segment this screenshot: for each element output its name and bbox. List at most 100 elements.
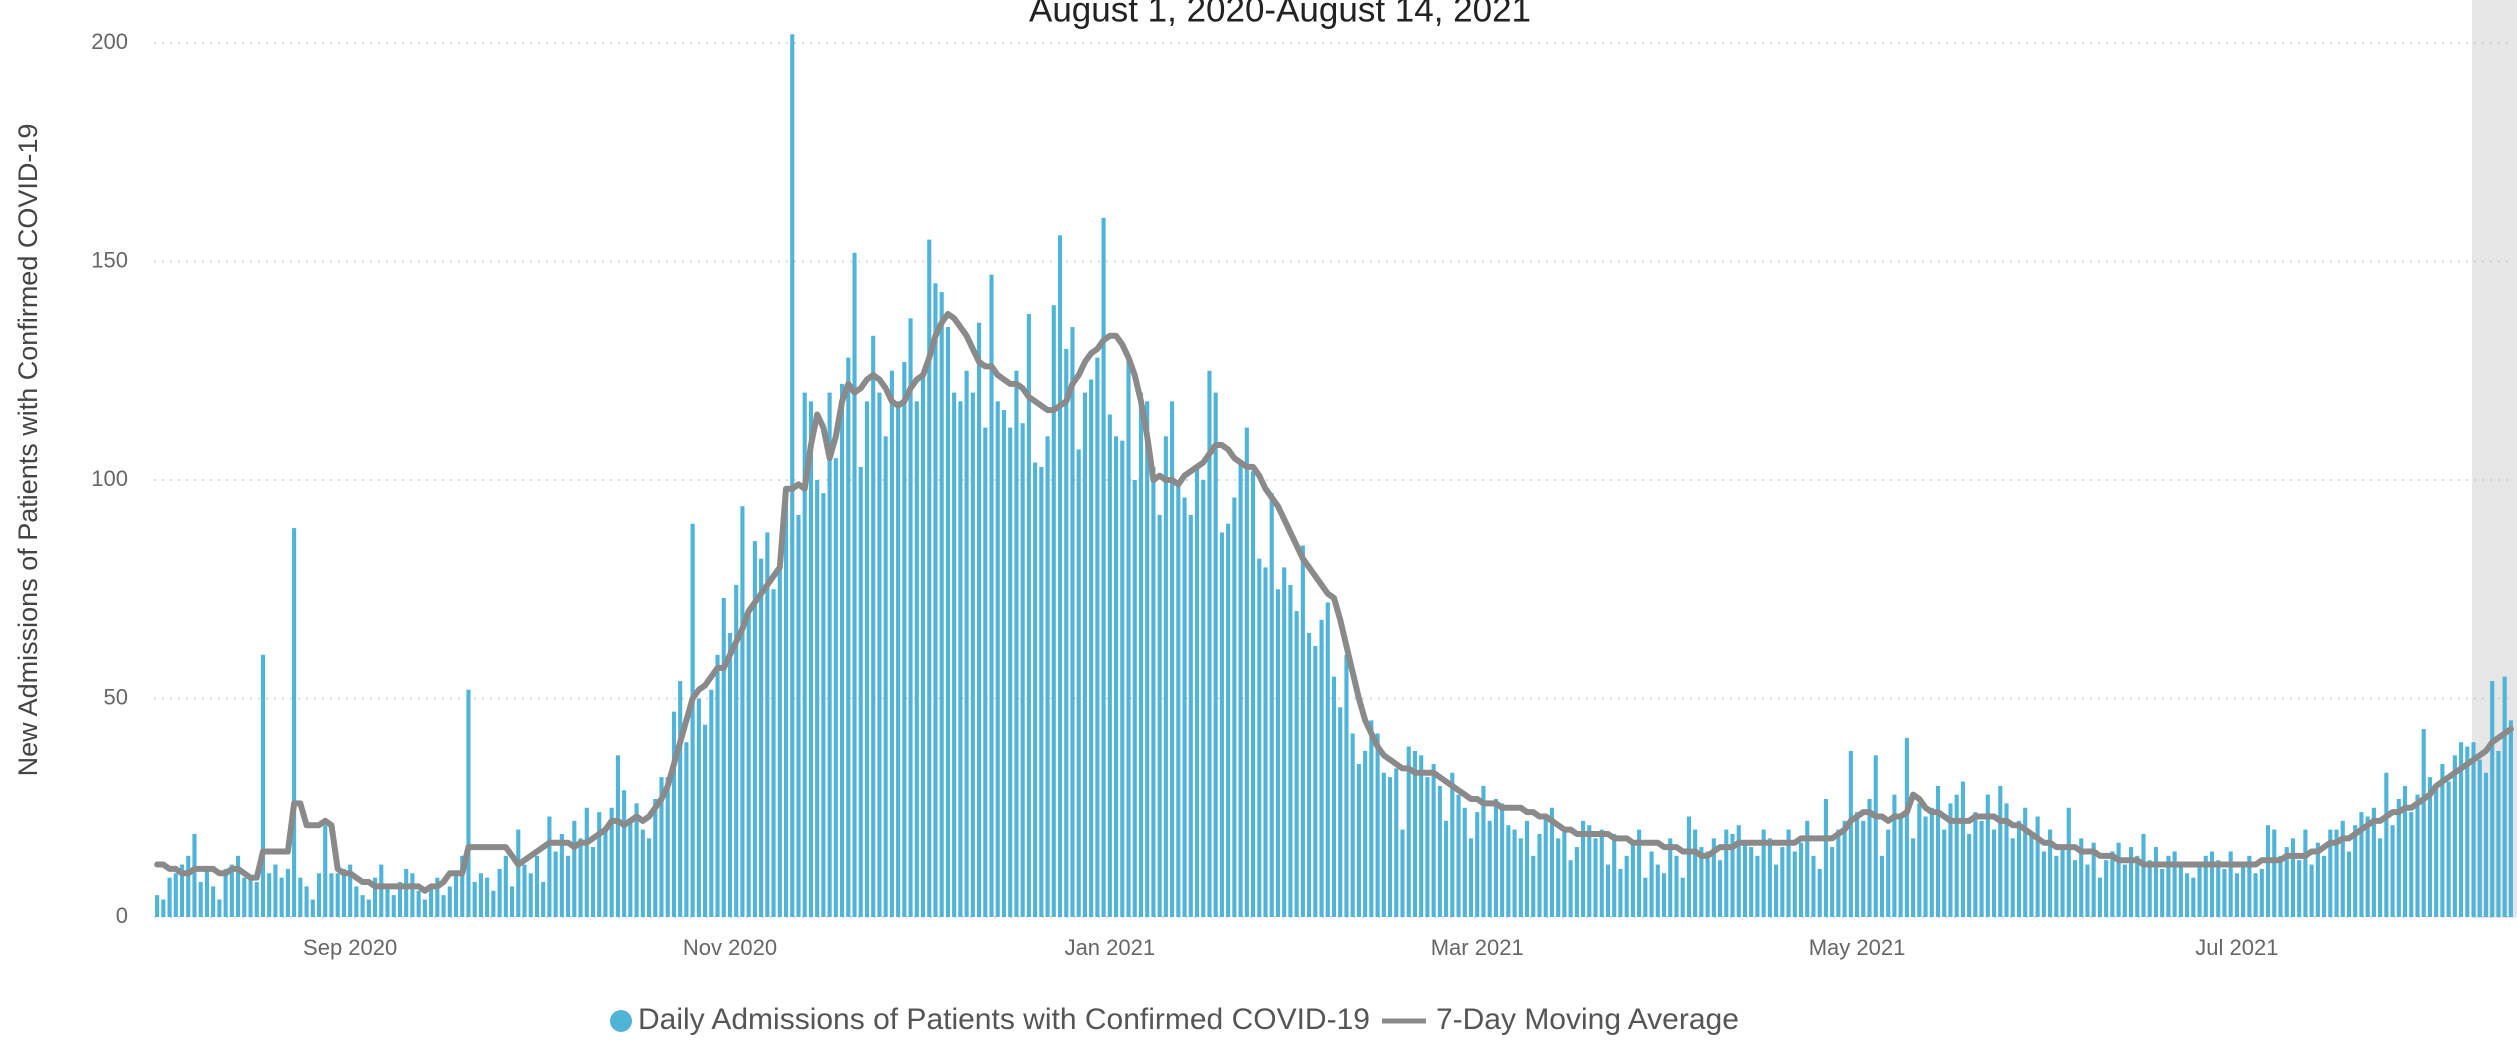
bar [1126, 357, 1131, 917]
bar [416, 890, 421, 917]
bar [1898, 816, 1903, 917]
bar [248, 877, 253, 917]
bar [1107, 414, 1112, 917]
bar [1008, 427, 1013, 917]
bar [236, 855, 241, 917]
bar [1612, 833, 1617, 917]
bar [1512, 829, 1517, 917]
bar [2222, 868, 2227, 917]
bar [341, 868, 346, 917]
bar [2259, 868, 2264, 917]
bar [491, 890, 496, 917]
bar [1412, 750, 1418, 917]
bar [1886, 829, 1891, 917]
bar [1045, 436, 1050, 917]
bar [2216, 860, 2221, 917]
bar [1668, 838, 1673, 917]
bar [1487, 820, 1492, 917]
bar [1095, 357, 1100, 917]
bar [2346, 851, 2352, 917]
bar [734, 584, 739, 917]
bar [1848, 750, 1853, 917]
bar [366, 899, 371, 917]
bar [404, 868, 409, 917]
bar [1805, 820, 1810, 917]
bar [485, 877, 490, 917]
bar [1979, 820, 1984, 917]
bar [908, 318, 913, 917]
bar [273, 864, 278, 917]
bar [1568, 860, 1573, 917]
bar [1680, 877, 1685, 917]
bar [896, 401, 901, 918]
x-tick-label: Jul 2021 [2195, 935, 2278, 960]
bar [671, 711, 677, 917]
bar [914, 401, 919, 918]
bar [1363, 750, 1368, 917]
bar [945, 327, 950, 917]
bar [1637, 829, 1642, 917]
bar [1076, 449, 1081, 917]
bar [752, 541, 757, 917]
bar [1394, 768, 1399, 917]
bar [1749, 847, 1754, 917]
bar [1674, 855, 1679, 917]
bar [2110, 851, 2115, 917]
bar [1387, 777, 1393, 917]
bar [1643, 877, 1648, 917]
bar [609, 807, 614, 917]
bar [1356, 764, 1361, 917]
bar [2247, 855, 2252, 917]
bar [1605, 864, 1611, 917]
bar [1033, 462, 1038, 917]
bar [1780, 847, 1785, 917]
bar [2197, 864, 2202, 917]
bar [1755, 855, 1760, 917]
bar [678, 681, 683, 917]
bar [2054, 855, 2059, 917]
bar [1020, 423, 1025, 917]
bar [690, 523, 695, 917]
bar [2359, 812, 2364, 917]
bar [410, 873, 415, 917]
bar [2452, 755, 2457, 917]
bar [2459, 742, 2464, 917]
bar [1282, 567, 1287, 917]
bar [1014, 370, 1019, 917]
y-tick-label: 50 [104, 684, 128, 709]
bar [1151, 466, 1156, 917]
bar [379, 864, 384, 917]
bar [1998, 785, 2003, 917]
bar [229, 864, 234, 917]
bar [2029, 833, 2034, 917]
bar [1693, 829, 1698, 917]
bar [1593, 838, 1598, 917]
bar [2128, 847, 2134, 917]
bar [1574, 847, 1579, 917]
bar [1911, 838, 1916, 917]
bar [1630, 842, 1635, 917]
bar [646, 838, 652, 917]
bar [852, 252, 857, 917]
bar [2290, 838, 2295, 917]
bar [1157, 514, 1162, 917]
bar [2066, 807, 2071, 917]
bar [1686, 816, 1691, 917]
bar [696, 698, 701, 917]
bar [2141, 833, 2146, 917]
bar [2178, 864, 2183, 917]
bar [2322, 855, 2327, 917]
bar [920, 375, 926, 917]
bar [597, 812, 602, 917]
bar [2166, 855, 2171, 917]
bar [1232, 497, 1237, 917]
bar [553, 851, 558, 917]
bar [995, 401, 1000, 918]
bar [2004, 803, 2009, 917]
bar [1724, 829, 1729, 917]
bar [877, 392, 882, 918]
bar [2234, 873, 2239, 917]
bar [1942, 829, 1947, 917]
bar [1830, 847, 1835, 917]
